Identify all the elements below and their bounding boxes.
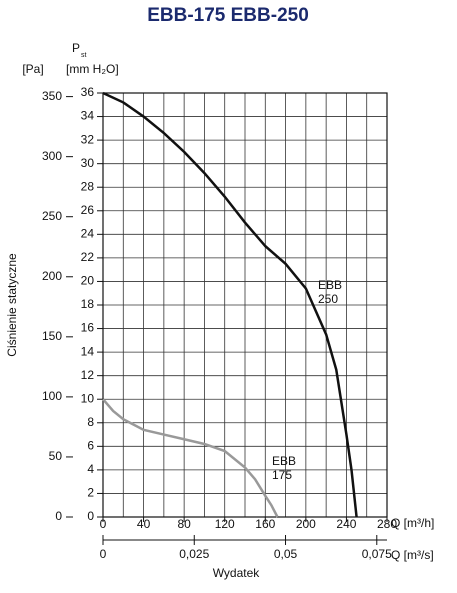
series-line — [102, 91, 358, 518]
y-unit: [mm H₂O] — [66, 62, 119, 76]
y2-tick-label: 150 — [42, 329, 62, 343]
x-tick-label: 120 — [215, 517, 235, 531]
y2-tick-label: 200 — [42, 269, 62, 283]
y2-tick-label: 250 — [42, 209, 62, 223]
y-label: Ciśnienie statyczne — [5, 253, 19, 357]
x2-tick-label: 0,075 — [362, 547, 392, 561]
y-tick-label: 22 — [81, 250, 95, 264]
y2-tick-label: 100 — [42, 389, 62, 403]
y-tick-label: 2 — [87, 486, 94, 500]
y-tick-label: 20 — [81, 274, 95, 288]
x-title: Wydatek — [213, 566, 261, 580]
y-tick-label: 12 — [81, 368, 95, 382]
y2-tick-label: 300 — [42, 149, 62, 163]
x2-tick-label: 0,025 — [179, 547, 209, 561]
y-tick-label: 6 — [87, 439, 94, 453]
series-label: 175 — [272, 468, 292, 482]
series-line — [102, 398, 279, 518]
x2-label: Q [m³/s] — [391, 548, 434, 562]
chart-title: EBB-175 EBB-250 — [147, 5, 309, 26]
y-tick-label: 16 — [81, 321, 95, 335]
y-tick-label: 26 — [81, 203, 95, 217]
x-tick-label: 80 — [177, 517, 191, 531]
y-tick-label: 14 — [81, 344, 95, 358]
y-tick-label: 28 — [81, 179, 95, 193]
series-label: EBB — [318, 278, 342, 292]
y-symbol-sub: st — [81, 52, 87, 59]
y-tick-label: 4 — [87, 462, 94, 476]
x-tick-label: 40 — [137, 517, 151, 531]
x-tick-label: 200 — [296, 517, 316, 531]
plot-frame — [102, 92, 388, 518]
y-tick-label: 34 — [81, 109, 95, 123]
y-tick-label: 8 — [87, 415, 94, 429]
y2-tick-label: 50 — [49, 449, 63, 463]
y-symbol: P — [72, 41, 80, 55]
series-label: EBB — [272, 454, 296, 468]
y-tick-label: 32 — [81, 132, 95, 146]
y2-tick-label: 0 — [55, 509, 62, 523]
x-tick-label: 240 — [336, 517, 356, 531]
x-tick-label: 280 — [377, 517, 397, 531]
y-tick-label: 30 — [81, 156, 95, 170]
x-tick-label: 0 — [100, 517, 107, 531]
y-tick-label: 18 — [81, 297, 95, 311]
x-tick-label: 160 — [255, 517, 275, 531]
y-tick-label: 24 — [81, 227, 95, 241]
x2-tick-label: 0 — [100, 547, 107, 561]
x2-tick-label: 0,05 — [274, 547, 298, 561]
series-label: 250 — [318, 292, 338, 306]
x-label: Q [m³/h] — [391, 516, 434, 530]
y-tick-label: 10 — [81, 391, 95, 405]
y2-tick-label: 350 — [42, 89, 62, 103]
y2-unit: [Pa] — [22, 62, 43, 76]
y-tick-label: 0 — [87, 509, 94, 523]
y-tick-label: 36 — [81, 85, 95, 99]
